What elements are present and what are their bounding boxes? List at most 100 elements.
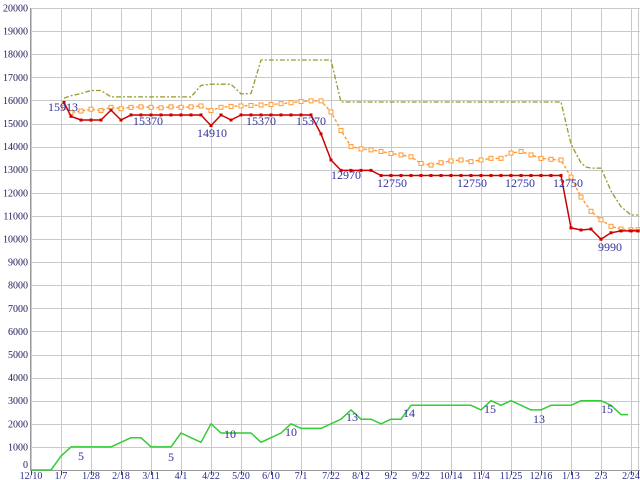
data-point-marker: [149, 113, 153, 117]
data-point-marker: [438, 160, 444, 166]
data-point-marker: [318, 98, 324, 104]
series-shop-count: [31, 399, 628, 471]
data-point-marker: [278, 101, 284, 107]
data-point-marker: [458, 157, 464, 163]
data-point-marker: [519, 173, 523, 177]
data-point-marker: [636, 229, 640, 233]
data-point-marker: [178, 104, 184, 110]
data-point-marker: [599, 237, 603, 241]
price-annotation: 15370: [246, 114, 276, 128]
data-point-marker: [578, 194, 584, 200]
data-point-marker: [169, 113, 173, 117]
data-point-marker: [168, 104, 174, 110]
data-point-marker: [529, 173, 533, 177]
series-line-highest-price: [63, 59, 638, 216]
x-axis-label: 8/12: [352, 471, 370, 480]
shop-count-annotation: 5: [78, 449, 84, 463]
price-annotation: 12750: [553, 176, 583, 190]
data-point-marker: [268, 102, 274, 108]
y-axis-label: 9000: [8, 258, 28, 269]
data-point-marker: [549, 173, 553, 177]
y-axis-label: 12000: [3, 188, 28, 199]
data-point-marker: [399, 173, 403, 177]
data-point-marker: [179, 113, 183, 117]
data-point-marker: [269, 113, 273, 117]
data-point-marker: [569, 226, 573, 230]
data-point-marker: [88, 106, 94, 112]
y-axis-label: 15000: [3, 119, 28, 130]
data-point-marker: [348, 144, 354, 150]
data-point-marker: [589, 227, 593, 231]
y-axis-label: 17000: [3, 73, 28, 84]
data-point-marker: [598, 217, 604, 223]
y-axis-labels: 2000019000180001700016000150001400013000…: [3, 4, 28, 472]
data-point-marker: [378, 148, 384, 154]
x-axis-label: 1/28: [82, 471, 100, 480]
x-axis-label: 2/18: [112, 471, 130, 480]
data-point-marker: [388, 151, 394, 157]
data-point-marker: [488, 155, 494, 161]
data-point-marker: [99, 118, 103, 122]
data-point-marker: [339, 168, 343, 172]
data-point-marker: [218, 104, 224, 110]
x-axis-label: 9/2: [385, 471, 398, 480]
shop-count-annotation: 5: [168, 450, 174, 464]
y-axis-label: 5000: [8, 350, 28, 361]
data-point-marker: [379, 173, 383, 177]
data-point-marker: [118, 106, 124, 112]
x-axis-label: 1/7: [55, 471, 68, 480]
x-axis-label: 7/22: [322, 471, 340, 480]
data-point-marker: [568, 174, 574, 180]
data-point-marker: [349, 168, 353, 172]
x-axis-label: 7/1: [295, 471, 308, 480]
price-annotation: 12750: [377, 176, 407, 190]
shop-count-annotation: 13: [346, 410, 358, 424]
data-point-marker: [78, 108, 84, 114]
x-axis-label: 12/16: [530, 471, 553, 480]
shop-count-annotation: 10: [224, 427, 236, 441]
series-highest-price: [63, 59, 638, 216]
data-point-marker: [579, 228, 583, 232]
y-axis-label: 20000: [3, 4, 28, 15]
series-average-price: [61, 98, 640, 233]
x-axis-label: 9/22: [412, 471, 430, 480]
y-axis-label: 6000: [8, 327, 28, 338]
x-axis-label: 6/10: [262, 471, 280, 480]
data-point-marker: [408, 154, 414, 160]
price-annotation: 12750: [505, 176, 535, 190]
price-annotation: 14910: [197, 126, 227, 140]
data-point-marker: [188, 104, 194, 110]
y-axis-label: 0: [23, 460, 28, 471]
x-axis-label: 2/24: [622, 471, 640, 480]
shop-count-annotation: 10: [285, 425, 297, 439]
data-point-marker: [389, 173, 393, 177]
x-axis-labels: 12/10 1/7 1/28 2/18 3/11 4/1 4/22 5/20 6/10 7/1 7/…: [20, 471, 640, 480]
data-point-marker: [429, 173, 433, 177]
data-point-marker: [468, 159, 474, 165]
price-annotation: 15913: [48, 100, 78, 114]
data-point-marker: [359, 168, 363, 172]
data-point-marker: [609, 231, 613, 235]
data-point-marker: [528, 152, 534, 158]
series-lowest-price: [62, 100, 640, 241]
data-point-marker: [189, 113, 193, 117]
data-point-marker: [128, 104, 134, 110]
data-point-marker: [479, 173, 483, 177]
data-point-marker: [308, 98, 314, 104]
data-point-marker: [319, 132, 323, 136]
y-axis-label: 1000: [8, 442, 28, 453]
y-axis-label: 18000: [3, 50, 28, 61]
data-point-marker: [129, 113, 133, 117]
data-point-marker: [588, 208, 594, 214]
shop-count-annotation: 15: [601, 402, 613, 416]
data-point-marker: [469, 173, 473, 177]
data-point-marker: [449, 173, 453, 177]
x-axis-label: 3/11: [142, 471, 159, 480]
data-point-marker: [258, 102, 264, 108]
x-axis-label: 11/25: [500, 471, 522, 480]
y-axis-label: 4000: [8, 373, 28, 384]
data-point-marker: [69, 114, 73, 118]
data-point-marker: [148, 104, 154, 110]
data-point-marker: [459, 173, 463, 177]
x-axis-label: 11/4: [472, 471, 489, 480]
